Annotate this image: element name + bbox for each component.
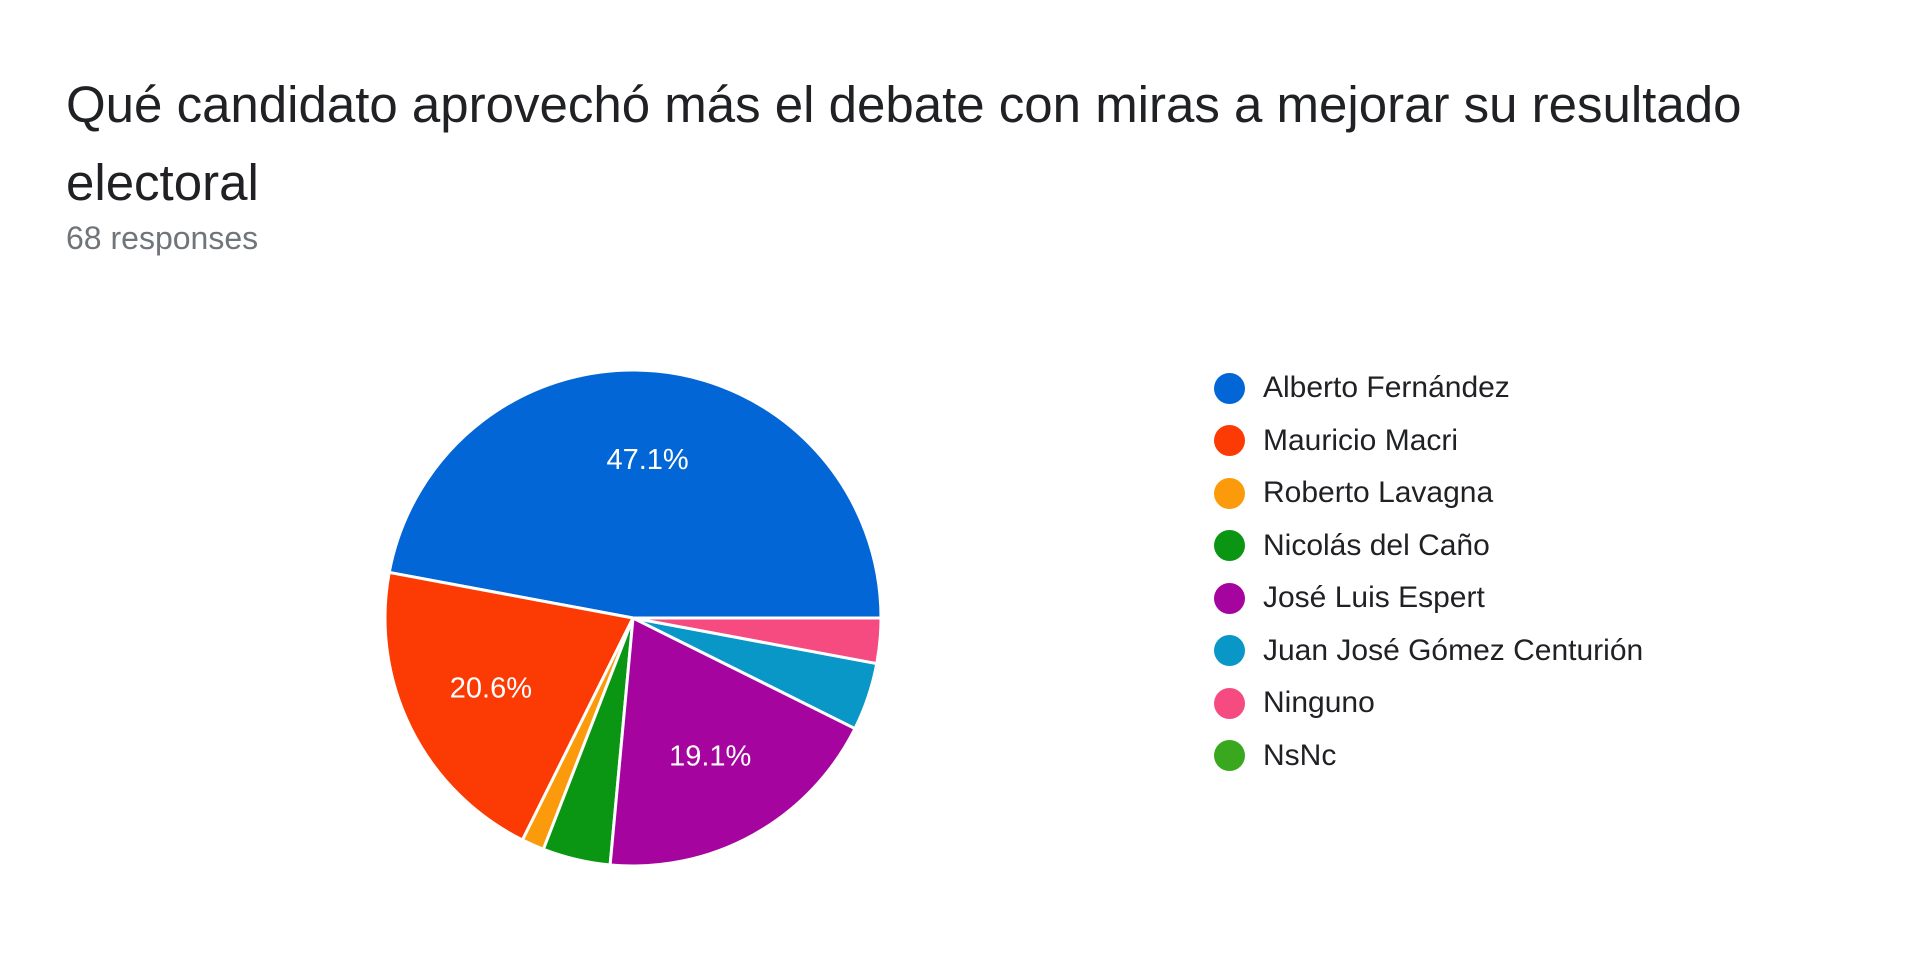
legend-swatch xyxy=(1214,530,1245,562)
legend-label: Juan José Gómez Centurión xyxy=(1263,633,1644,667)
legend-swatch xyxy=(1214,425,1245,457)
pie-slice-4 xyxy=(608,616,857,868)
legend-swatch xyxy=(1214,635,1245,667)
legend-label: Roberto Lavagna xyxy=(1263,476,1494,510)
legend-item: Mauricio Macri xyxy=(1214,415,1643,468)
legend-item: NsNc xyxy=(1214,730,1643,783)
legend-swatch xyxy=(1214,582,1245,614)
pie-slices xyxy=(383,368,883,868)
legend-swatch xyxy=(1214,740,1245,772)
pie-slice-label: 47.1% xyxy=(606,444,688,476)
response-count: 68 responses xyxy=(66,220,259,256)
legend-item: Alberto Fernández xyxy=(1214,362,1643,415)
legend-label: NsNc xyxy=(1263,738,1337,772)
legend-item: Ninguno xyxy=(1214,677,1643,730)
pie-slice-1 xyxy=(383,570,635,842)
legend-label: Nicolás del Caño xyxy=(1263,528,1490,562)
pie-slice-6 xyxy=(631,616,883,666)
legend-item: Nicolás del Caño xyxy=(1214,520,1643,573)
legend-item: Roberto Lavagna xyxy=(1214,467,1643,520)
legend-label: José Luis Espert xyxy=(1263,581,1485,615)
chart-legend: Alberto Fernández Mauricio Macri Roberto L… xyxy=(1214,362,1643,782)
legend-label: Mauricio Macri xyxy=(1263,423,1459,457)
legend-label: Ninguno xyxy=(1263,686,1375,720)
pie-slice-label: 19.1% xyxy=(669,741,751,773)
legend-item: Juan José Gómez Centurión xyxy=(1214,625,1643,678)
legend-swatch xyxy=(1214,477,1245,509)
pie-labels: 47.1% 20.6% 19.1% xyxy=(450,444,752,773)
legend-swatch xyxy=(1214,372,1245,404)
legend-label: Alberto Fernández xyxy=(1263,371,1510,405)
chart-title: Qué candidato aprovechó más el debate co… xyxy=(66,76,1742,211)
legend-swatch xyxy=(1214,687,1245,719)
pie-slice-0 xyxy=(387,368,883,620)
pie-slice-label: 20.6% xyxy=(450,673,532,705)
legend-item: José Luis Espert xyxy=(1214,572,1643,625)
